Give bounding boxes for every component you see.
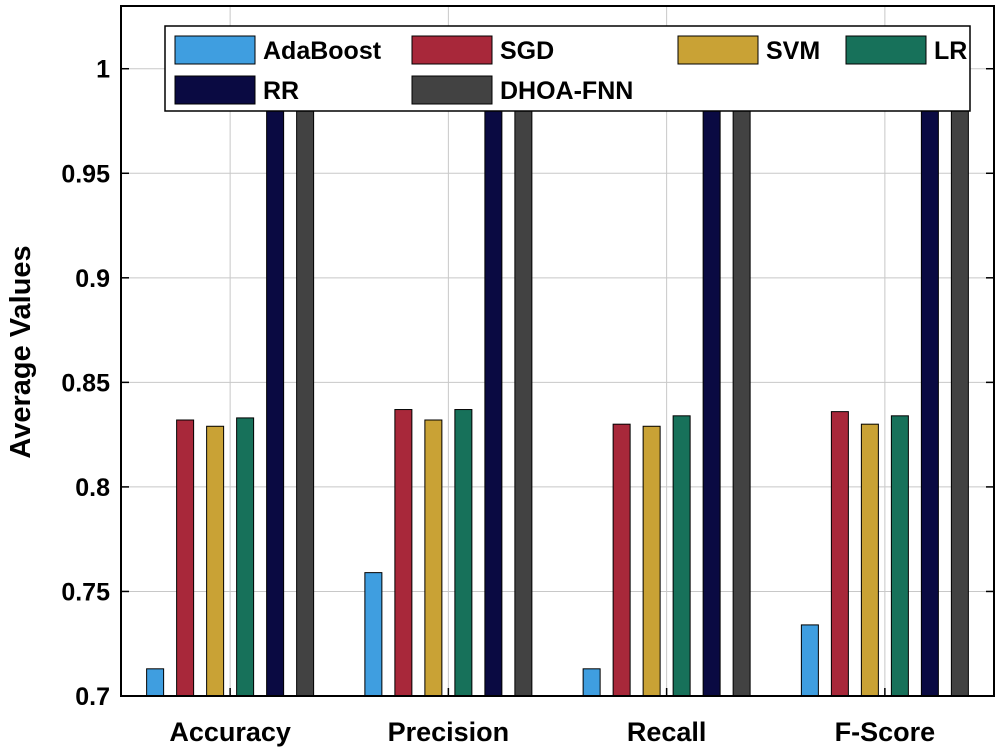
bar-dhoa-fnn-recall (732, 76, 751, 697)
bar-sgd-recall (612, 423, 631, 697)
bar-sgd-accuracy (176, 419, 195, 697)
bar-svm-accuracy (206, 425, 225, 697)
y-tick-label: 0.75 (61, 578, 110, 606)
y-tick-label: 0.95 (61, 160, 110, 188)
bar-dhoa-fnn-accuracy (296, 76, 315, 697)
bar-adaboost-accuracy (146, 668, 165, 697)
bar-svm-recall (642, 425, 661, 697)
legend-label-lr: LR (934, 37, 967, 65)
bar-sgd-f-score (830, 411, 849, 697)
x-tick-label: Recall (627, 717, 707, 747)
bar-adaboost-precision (364, 572, 383, 697)
x-tick-label: Accuracy (169, 717, 291, 747)
legend-label-svm: SVM (766, 37, 820, 65)
bar-rr-recall (702, 76, 721, 697)
legend-label-dhoa-fnn: DHOA-FNN (500, 77, 633, 105)
bar-adaboost-f-score (800, 624, 819, 697)
bar-rr-accuracy (266, 76, 285, 697)
legend-swatch-dhoa-fnn (411, 75, 493, 105)
legend-label-sgd: SGD (500, 37, 554, 65)
y-tick-label: 0.9 (75, 265, 110, 293)
bar-rr-precision (484, 76, 503, 697)
x-tick-label: Precision (388, 717, 510, 747)
legend-box (164, 25, 971, 112)
legend-swatch-svm (677, 35, 759, 65)
x-tick-label: F-Score (835, 717, 936, 747)
legend-swatch-rr (174, 75, 256, 105)
bar-sgd-precision (394, 409, 413, 697)
bar-svm-f-score (860, 423, 879, 697)
x-axis-ticks: Accuracy Precision Recall F-Score (169, 688, 935, 747)
y-tick-label: 0.7 (75, 683, 110, 711)
legend-label-rr: RR (263, 77, 299, 105)
y-axis-label: Average Values (5, 245, 37, 458)
y-tick-label: 1 (96, 56, 110, 84)
y-tick-label: 0.8 (75, 474, 110, 502)
legend: AdaBoost SGD SVM LR RR DHOA-FNN (164, 25, 971, 112)
bar-dhoa-fnn-f-score (950, 76, 969, 697)
bar-svm-precision (424, 419, 443, 697)
y-axis-ticks: 0.7 0.75 0.8 0.85 0.9 0.95 1 (61, 56, 994, 711)
legend-swatch-lr (845, 35, 927, 65)
legend-label-adaboost: AdaBoost (263, 37, 382, 65)
y-tick-label: 0.85 (61, 369, 110, 397)
legend-swatch-sgd (411, 35, 493, 65)
bar-dhoa-fnn-precision (514, 74, 533, 697)
axes-frame (120, 5, 995, 697)
bar-adaboost-recall (582, 668, 601, 697)
bar-lr-precision (454, 409, 473, 697)
legend-swatch-adaboost (174, 35, 256, 65)
bar-rr-f-score (920, 76, 939, 697)
bar-lr-accuracy (236, 417, 255, 697)
bar-lr-f-score (890, 415, 909, 697)
bar-lr-recall (672, 415, 691, 697)
bars (146, 74, 969, 697)
